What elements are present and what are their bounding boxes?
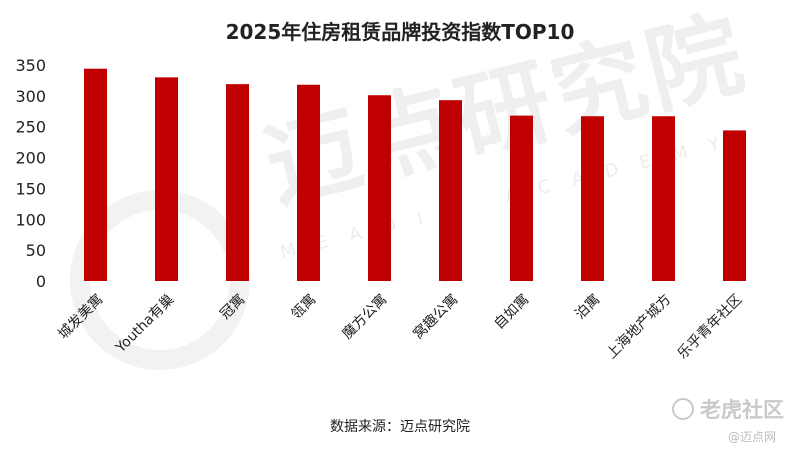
x-tick-label: 冠寓 xyxy=(217,291,249,323)
bar-5 xyxy=(368,95,391,282)
x-tick-label: 瓴寓 xyxy=(288,291,320,323)
x-tick-label: 乐乎青年社区 xyxy=(675,292,746,363)
y-tick-label: 50 xyxy=(26,241,46,260)
y-tick-label: 300 xyxy=(15,87,46,106)
data-source: 数据来源：迈点研究院 xyxy=(330,419,470,435)
y-tick-label: 150 xyxy=(15,179,46,198)
bar-10 xyxy=(723,130,746,281)
y-tick-label: 100 xyxy=(15,210,46,229)
x-tick-label: 魔方公寓 xyxy=(339,291,391,343)
bar-7 xyxy=(510,115,533,281)
bar-8 xyxy=(581,116,604,281)
chart-title: 2025年住房租赁品牌投资指数TOP10 xyxy=(225,20,575,44)
y-tick-label: 250 xyxy=(15,118,46,137)
paw-icon xyxy=(672,398,694,420)
x-tick-label: Youtha有巢 xyxy=(112,292,177,357)
x-tick-label: 城发美寓 xyxy=(55,291,107,343)
x-tick-label: 自如寓 xyxy=(491,291,533,333)
bar-6 xyxy=(439,100,462,281)
bar-4 xyxy=(297,84,320,282)
bar-9 xyxy=(652,116,675,281)
y-tick-label: 200 xyxy=(15,149,46,168)
y-tick-label: 350 xyxy=(15,56,46,75)
bar-1 xyxy=(84,68,107,282)
corner-watermark-sub: @迈点网 xyxy=(728,430,777,444)
corner-watermark: 老虎社区 xyxy=(672,394,784,424)
bar-2 xyxy=(155,77,178,281)
bar-3 xyxy=(226,84,249,281)
x-tick-label: 窝趣公寓 xyxy=(410,291,462,343)
y-tick-label: 0 xyxy=(36,272,46,291)
x-tick-label: 泊寓 xyxy=(572,291,604,323)
corner-watermark-text: 老虎社区 xyxy=(700,398,784,422)
x-tick-label: 上海地产城方 xyxy=(604,292,675,363)
